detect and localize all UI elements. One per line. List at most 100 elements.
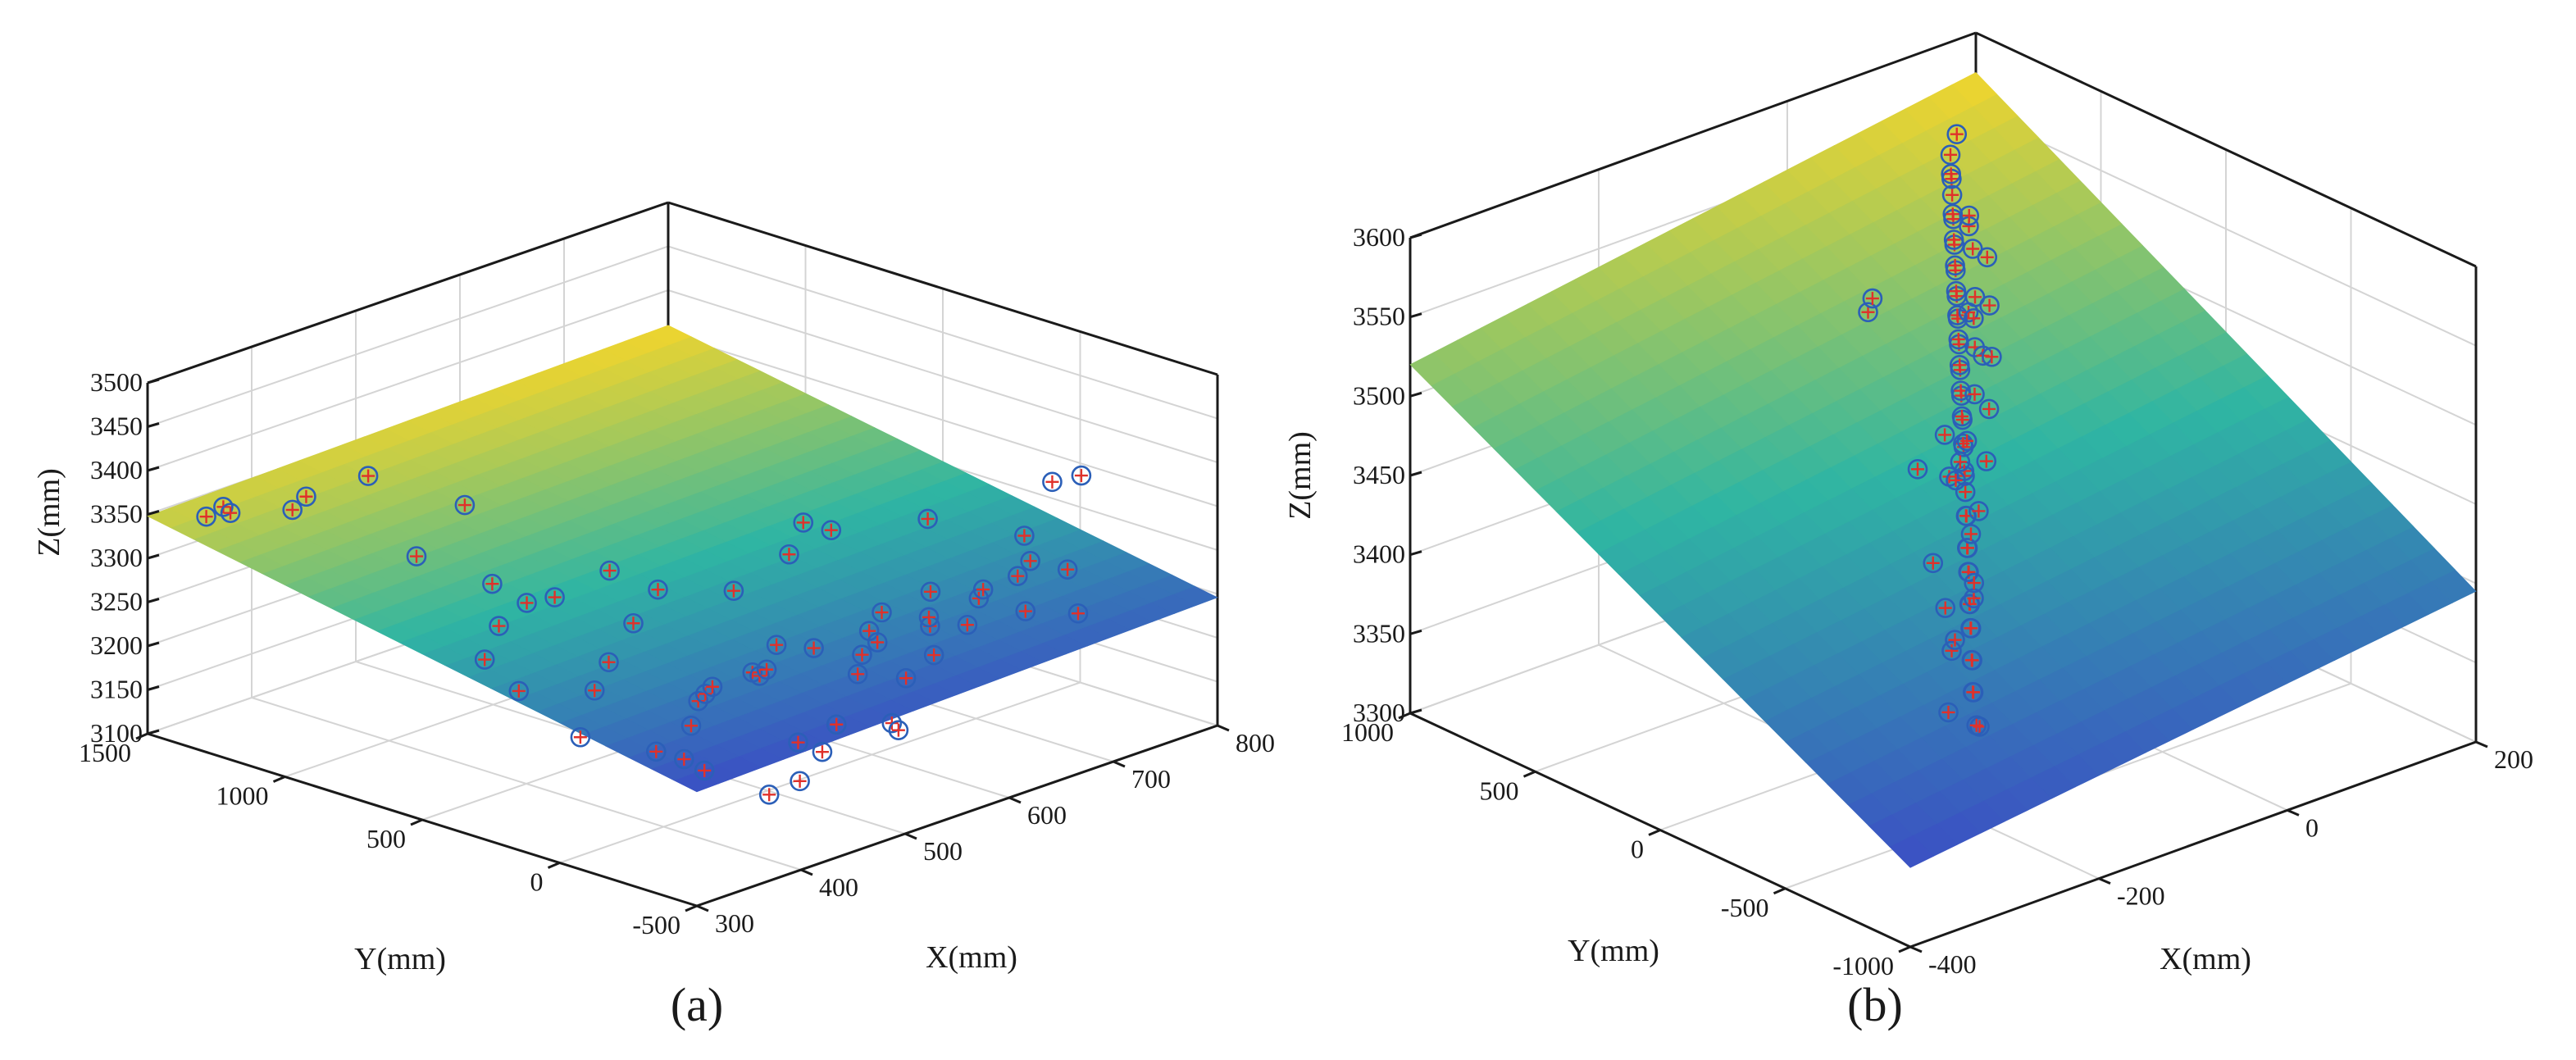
panel-b-ztick	[1409, 233, 1422, 239]
panel-a-point-circle	[788, 732, 808, 753]
panel-b-point-circle	[1862, 288, 1883, 309]
panel-a-ztick-label: 3500	[90, 367, 143, 397]
panel-b-point-circle	[1960, 524, 1982, 544]
panel-a-point-circle	[972, 579, 994, 600]
panel-b-ztick	[1409, 629, 1422, 635]
panel-b-point-circle	[1978, 398, 2000, 420]
panel-a-grid-wall-z1	[147, 245, 669, 428]
panel-b-point-circle	[1982, 346, 2002, 367]
panel-b-point-circle	[1934, 425, 1955, 445]
panel-b-point-circle	[1946, 470, 1966, 491]
panel-b-point-circle	[1941, 640, 1962, 662]
panel-b-ytick-label: -500	[1721, 893, 1769, 922]
panel-a-ytick-label: 1500	[79, 738, 131, 767]
panel-a-point-circle	[1014, 525, 1035, 546]
panel-b-ztick	[1409, 708, 1422, 715]
panel-a-grid-floor-y	[559, 681, 1081, 864]
panel-a-grid-wall-z2	[667, 333, 1218, 507]
panel-b-ztick	[1409, 550, 1422, 557]
panel-b-point-circle	[1948, 329, 1969, 350]
panel-b-point-circle	[1947, 305, 1968, 325]
panel-a-point-circle	[454, 494, 476, 516]
panel-a-point-circle	[847, 664, 868, 685]
panel-a-grid-wall-z1	[147, 289, 669, 471]
panel-b-point-circle	[1945, 630, 1965, 650]
panel-a-point-circle	[544, 587, 565, 607]
panel-b-xlabel: X(mm)	[2160, 942, 2251, 976]
panel-b-point-circle	[1964, 384, 1985, 405]
panel-a-point-circle	[623, 612, 644, 634]
panel-b-point-circle	[1957, 537, 1978, 558]
panel-b-ztick-label: 3500	[1353, 380, 1405, 410]
panel-a-point-circle	[957, 614, 978, 635]
panel-b-point-circle	[1961, 649, 1982, 671]
panel-a-point-circle	[881, 712, 903, 734]
panel-b-ytick	[1648, 829, 1661, 836]
panel-b-point-circle	[1956, 430, 1978, 452]
panel-b-point-circle	[1941, 163, 1961, 184]
panel-a-ztick-label: 3250	[90, 587, 143, 616]
panel-a-point-circle	[482, 573, 503, 594]
panel-a-point-circle	[821, 520, 842, 541]
panel-a-point-circle	[357, 466, 379, 486]
panel-a-point-circle	[694, 760, 715, 781]
panel-b-ztick	[1409, 471, 1422, 477]
panel-a-point-circle	[645, 741, 667, 762]
panel-b-fitted-plane	[1409, 71, 2477, 868]
panel-b-xtick-label: 200	[2494, 744, 2533, 774]
panel-b-xtick-label: 0	[2305, 812, 2319, 842]
panel-a-ztick	[147, 641, 160, 648]
panel-a-ztick	[147, 729, 160, 735]
panel-a-point-circle	[584, 680, 605, 701]
panel-a-point-circle	[702, 676, 723, 698]
panel-a-point-circle	[680, 715, 702, 736]
panel-b-ztick	[1409, 312, 1422, 319]
panel-a-xtick-label: 500	[923, 836, 963, 866]
panel-a-ztick-label: 3200	[90, 630, 143, 660]
panel-a-point-circle	[1015, 601, 1036, 621]
panel-a-point-circle	[779, 544, 799, 565]
panel-b-ytick	[1773, 887, 1786, 895]
panel-a-point-circle	[888, 720, 909, 741]
panel-a-label: (a)	[671, 978, 723, 1031]
panel-b-point-circle	[1943, 230, 1964, 250]
panel-a-ztick-label: 3450	[90, 412, 143, 441]
panel-a-xtick	[1217, 724, 1230, 732]
panel-a-xtick-label: 700	[1131, 764, 1171, 794]
panel-a-ztick-label: 3400	[90, 455, 143, 485]
panel-a-ytick	[410, 818, 423, 826]
panel-a-xtick	[1008, 796, 1022, 804]
panel-b-xtick-label: -200	[2117, 881, 2165, 911]
panel-b-point-circle	[1941, 184, 1963, 206]
panel-a-xtick	[904, 832, 917, 840]
panel-b-point-circle	[1964, 308, 1984, 329]
panel-b-ztick-label: 3550	[1353, 302, 1405, 331]
panel-a-ztick	[147, 378, 160, 384]
panel-a-ytick	[135, 732, 148, 740]
panel-a-point-circle	[1057, 559, 1078, 580]
panel-a-fitted-plane	[147, 325, 1218, 793]
panel-a-xtick	[800, 868, 813, 876]
panel-b-point-circle	[1946, 280, 1967, 302]
panel-a-ylabel: Y(mm)	[354, 942, 446, 976]
panel-a-xlabel: X(mm)	[926, 940, 1017, 975]
panel-a-point-circle	[826, 714, 847, 735]
panel-a-point-circle	[917, 508, 938, 530]
panel-b-point-circle	[1976, 451, 1997, 471]
panel-b-ztick-label: 3450	[1353, 460, 1405, 489]
panel-b-point-circle	[1935, 598, 1956, 618]
panel-a-point-circle	[489, 616, 509, 636]
panel-b-point-circle	[1959, 594, 1980, 615]
panel-b-box-edge	[1975, 31, 2477, 268]
panel-a-point-circle	[790, 771, 810, 792]
panel-b-ytick-label: 500	[1480, 776, 1519, 805]
panel-b-point-circle	[1942, 203, 1964, 225]
panel-b-point-circle	[1950, 452, 1971, 472]
panel-a-point-circle	[1071, 465, 1092, 486]
panel-a-point-circle	[803, 638, 824, 658]
panel-a-grid-wall-z2	[667, 245, 1218, 420]
panel-b-ztick-label: 3600	[1353, 222, 1405, 252]
panel-a-box-edge	[696, 724, 1218, 908]
panel-a-point-circle	[220, 503, 241, 523]
